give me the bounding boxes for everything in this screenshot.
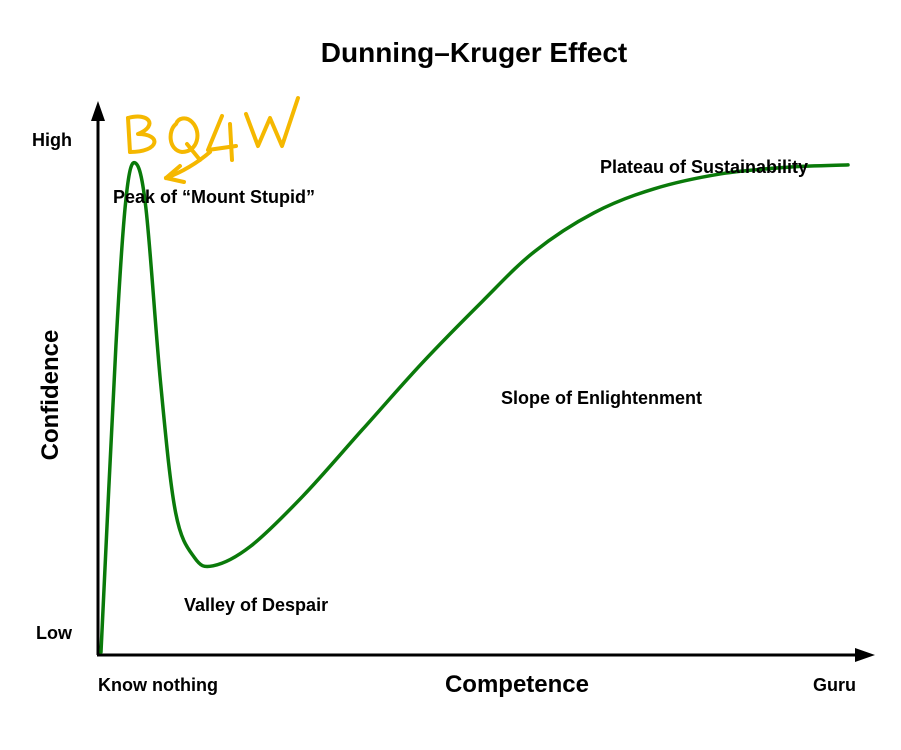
annotation-valley-of-despair: Valley of Despair bbox=[184, 595, 328, 615]
axes bbox=[91, 101, 875, 662]
annotation-slope-of-enlightenment: Slope of Enlightenment bbox=[501, 388, 702, 408]
x-axis-arrowhead bbox=[855, 648, 875, 662]
y-axis-arrowhead bbox=[91, 101, 105, 121]
x-tick-label-guru: Guru bbox=[813, 675, 856, 695]
x-axis-title: Competence bbox=[445, 671, 589, 698]
y-axis-title: Confidence bbox=[37, 330, 64, 461]
handwritten-note bbox=[126, 96, 300, 184]
y-tick-label-low: Low bbox=[36, 623, 73, 643]
y-tick-label-high: High bbox=[32, 130, 72, 150]
series-line bbox=[99, 160, 850, 654]
annotation-plateau-of-sustainability: Plateau of Sustainability bbox=[600, 157, 808, 177]
annotation-peak-of-mount-stupid: Peak of “Mount Stupid” bbox=[113, 187, 315, 207]
chart-title: Dunning–Kruger Effect bbox=[321, 37, 627, 68]
x-tick-label-know-nothing: Know nothing bbox=[98, 675, 218, 695]
